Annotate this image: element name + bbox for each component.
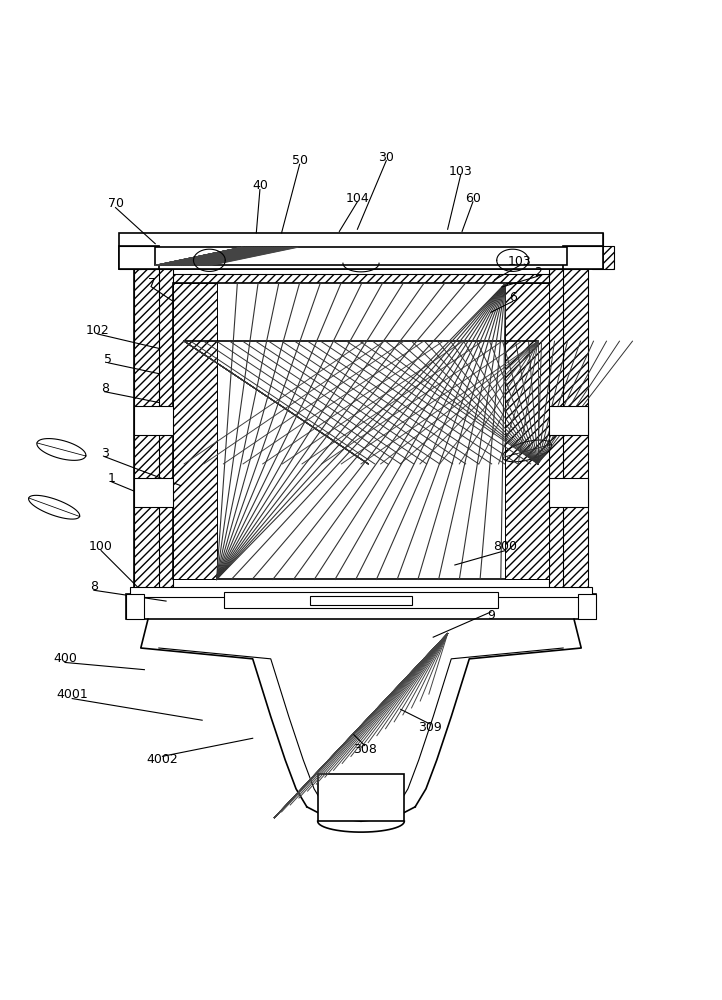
Text: 104: 104: [346, 192, 369, 205]
Bar: [134, 269, 173, 594]
Bar: [318, 774, 404, 821]
Text: 70: 70: [108, 197, 123, 210]
Text: 7: 7: [147, 277, 156, 290]
Text: 8: 8: [90, 580, 98, 593]
Text: 2: 2: [534, 266, 542, 279]
Text: 103: 103: [449, 165, 472, 178]
Text: 60: 60: [465, 192, 481, 205]
Bar: [130, 587, 592, 597]
Text: 4001: 4001: [56, 688, 88, 701]
Bar: [563, 246, 603, 269]
Text: 308: 308: [352, 743, 377, 756]
Text: 102: 102: [86, 324, 109, 337]
Text: 3: 3: [101, 447, 108, 460]
Bar: [310, 596, 412, 605]
Bar: [549, 478, 588, 507]
Text: 40: 40: [252, 179, 268, 192]
Bar: [592, 246, 614, 269]
Bar: [224, 592, 498, 608]
Bar: [538, 287, 567, 341]
Text: 5: 5: [104, 353, 113, 366]
Bar: [148, 269, 574, 287]
Bar: [119, 233, 603, 246]
Text: 800: 800: [493, 540, 518, 553]
Text: 30: 30: [378, 151, 394, 164]
Bar: [119, 246, 159, 269]
Text: 50: 50: [292, 154, 308, 167]
Text: 100: 100: [89, 540, 113, 553]
Bar: [134, 406, 173, 435]
Bar: [119, 246, 141, 269]
Bar: [155, 274, 567, 287]
Bar: [155, 287, 567, 341]
Text: 8: 8: [100, 382, 109, 395]
Text: 4002: 4002: [147, 753, 178, 766]
Bar: [173, 283, 549, 579]
Bar: [134, 478, 173, 507]
Text: 1: 1: [108, 472, 116, 485]
Bar: [119, 233, 603, 269]
Text: 6: 6: [509, 291, 516, 304]
Text: 309: 309: [418, 721, 441, 734]
Bar: [578, 594, 596, 619]
Bar: [549, 406, 588, 435]
Bar: [549, 478, 588, 507]
Bar: [155, 287, 184, 341]
Bar: [505, 283, 549, 579]
Bar: [134, 269, 588, 594]
Bar: [173, 283, 217, 579]
Text: 9: 9: [487, 609, 495, 622]
Bar: [134, 478, 173, 507]
Text: 103: 103: [508, 255, 531, 268]
Bar: [155, 247, 567, 265]
Bar: [134, 406, 173, 435]
Text: 400: 400: [53, 652, 77, 665]
Bar: [126, 594, 596, 619]
Bar: [126, 594, 144, 619]
Bar: [549, 406, 588, 435]
Bar: [549, 269, 588, 594]
